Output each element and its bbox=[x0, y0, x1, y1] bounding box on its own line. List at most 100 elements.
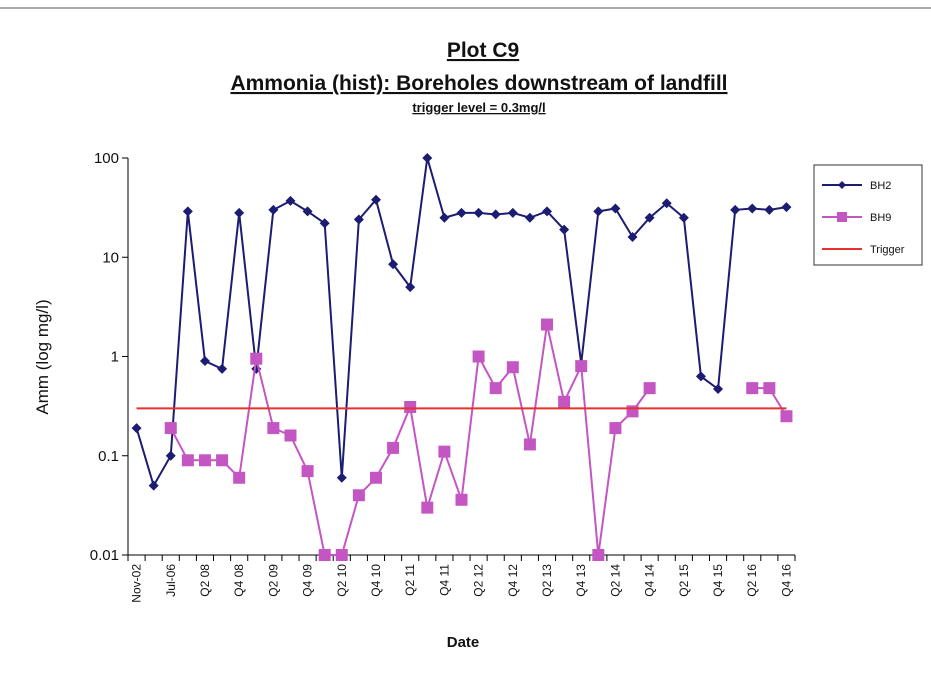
x-tick-label: Q4 12 bbox=[506, 564, 520, 597]
marker bbox=[541, 318, 554, 331]
marker bbox=[422, 153, 433, 163]
marker bbox=[678, 212, 689, 223]
marker bbox=[250, 352, 263, 365]
marker bbox=[763, 382, 776, 395]
x-tick-label: Nov-02 bbox=[130, 564, 144, 603]
marker bbox=[455, 493, 468, 506]
marker bbox=[216, 454, 229, 467]
marker bbox=[148, 480, 159, 491]
x-tick-label: Q2 08 bbox=[198, 564, 212, 597]
chart-title: Plot C9 bbox=[447, 39, 519, 62]
marker bbox=[644, 212, 655, 223]
marker bbox=[473, 207, 484, 218]
marker bbox=[627, 231, 638, 242]
marker bbox=[558, 395, 571, 408]
y-tick-label: 100 bbox=[94, 150, 119, 167]
marker bbox=[507, 207, 518, 218]
marker bbox=[626, 405, 639, 418]
marker bbox=[746, 382, 759, 395]
marker bbox=[747, 203, 758, 214]
x-tick-label: Q2 14 bbox=[608, 564, 622, 597]
series-line bbox=[135, 157, 787, 489]
marker bbox=[713, 384, 724, 395]
y-tick-label: 1 bbox=[111, 349, 119, 366]
marker bbox=[198, 454, 211, 467]
x-tick-label: Q4 15 bbox=[711, 564, 725, 597]
marker bbox=[302, 206, 313, 217]
marker bbox=[523, 438, 536, 451]
marker bbox=[593, 206, 604, 217]
marker bbox=[438, 445, 451, 458]
marker bbox=[575, 360, 588, 373]
y-axis-title: Amm (log mg/l) bbox=[33, 299, 52, 414]
marker bbox=[421, 501, 434, 514]
marker bbox=[233, 471, 246, 484]
y-tick-label: 0.01 bbox=[90, 547, 119, 564]
marker bbox=[472, 350, 485, 363]
marker bbox=[319, 218, 330, 229]
marker bbox=[490, 209, 501, 220]
marker bbox=[439, 212, 450, 223]
x-tick-label: Q2 16 bbox=[745, 564, 759, 597]
legend-label: Trigger bbox=[870, 244, 905, 256]
marker bbox=[370, 194, 381, 205]
marker bbox=[592, 549, 605, 561]
marker bbox=[336, 472, 347, 483]
marker bbox=[268, 204, 279, 215]
marker bbox=[199, 356, 210, 367]
x-tick-label: Q4 16 bbox=[779, 564, 793, 597]
marker bbox=[609, 422, 622, 435]
x-tick-label: Q4 08 bbox=[232, 564, 246, 597]
y-tick-label: 10 bbox=[102, 249, 119, 266]
x-axis-title: Date bbox=[447, 634, 480, 651]
marker bbox=[506, 361, 519, 374]
legend-label: BH9 bbox=[870, 212, 891, 224]
marker bbox=[524, 212, 535, 223]
x-tick-label: Jul-06 bbox=[164, 564, 178, 597]
marker bbox=[352, 489, 365, 502]
x-tick-label: Q4 10 bbox=[369, 564, 383, 597]
x-tick-label: Q2 12 bbox=[472, 564, 486, 597]
marker bbox=[369, 471, 382, 484]
marker bbox=[131, 423, 142, 434]
marker bbox=[285, 195, 296, 206]
marker bbox=[405, 282, 416, 293]
marker bbox=[661, 198, 672, 209]
marker bbox=[730, 204, 741, 215]
marker bbox=[335, 549, 348, 561]
marker bbox=[542, 206, 553, 217]
marker bbox=[217, 363, 228, 374]
x-tick-label: Q4 09 bbox=[301, 564, 315, 597]
legend-marker bbox=[838, 181, 846, 189]
marker bbox=[456, 207, 467, 218]
legend-label: BH2 bbox=[870, 180, 891, 192]
marker bbox=[559, 224, 570, 235]
y-tick-label: 0.1 bbox=[98, 448, 119, 465]
marker bbox=[643, 382, 656, 395]
marker bbox=[353, 214, 364, 225]
marker bbox=[267, 422, 280, 435]
marker bbox=[780, 410, 793, 423]
marker bbox=[489, 382, 502, 395]
marker bbox=[181, 454, 194, 467]
marker bbox=[781, 202, 792, 213]
marker bbox=[284, 429, 297, 442]
marker bbox=[164, 422, 177, 435]
annotation: trigger level = 0.3mg/l bbox=[412, 100, 545, 115]
x-tick-label: Q4 13 bbox=[574, 564, 588, 597]
x-tick-label: Q4 11 bbox=[437, 564, 451, 596]
x-tick-label: Q2 15 bbox=[677, 564, 691, 597]
chart-subtitle: Ammonia (hist): Boreholes downstream of … bbox=[230, 72, 727, 95]
marker bbox=[404, 400, 417, 413]
marker bbox=[301, 465, 314, 478]
x-tick-label: Q2 11 bbox=[403, 564, 417, 596]
series-line bbox=[169, 324, 651, 556]
x-tick-label: Q2 13 bbox=[540, 564, 554, 597]
marker bbox=[610, 203, 621, 214]
x-tick-label: Q2 10 bbox=[335, 564, 349, 597]
marker bbox=[388, 259, 399, 270]
marker bbox=[764, 204, 775, 215]
marker bbox=[318, 549, 331, 561]
x-tick-label: Q2 09 bbox=[266, 564, 280, 597]
